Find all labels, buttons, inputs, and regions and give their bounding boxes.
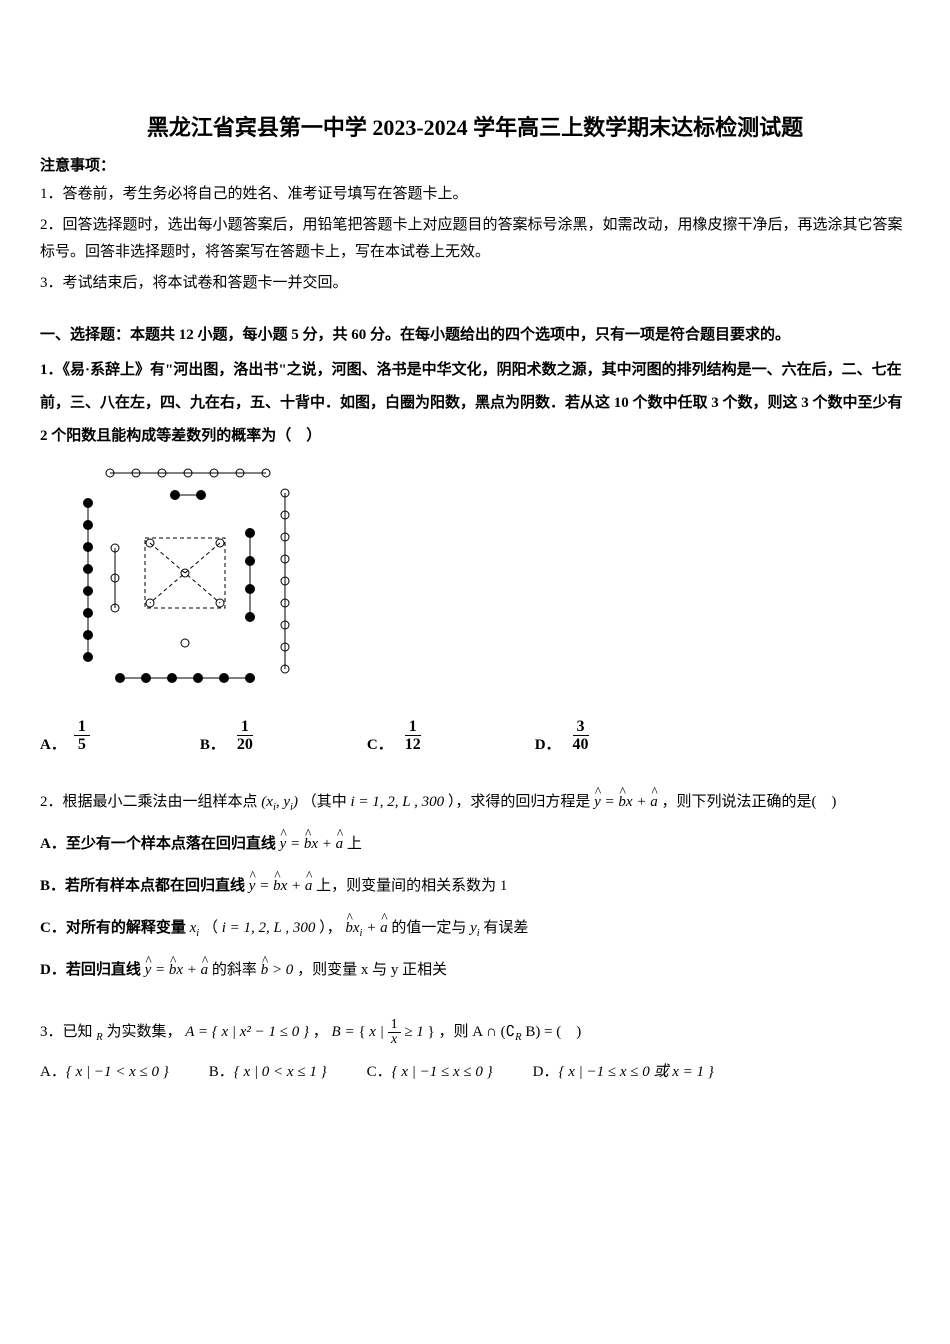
q1-option-d: D． 340 (535, 718, 593, 754)
instruction-3: 3．考试结束后，将本试卷和答题卡一并交回。 (40, 270, 910, 297)
q3-aset: A = { x | x² − 1 ≤ 0 } (185, 1024, 309, 1040)
q3-c-text: { x | −1 ≤ x ≤ 0 } (392, 1056, 493, 1089)
notice-label: 注意事项： (40, 154, 910, 175)
q2-mid1: （其中 (302, 794, 347, 810)
q3-option-d: D． { x | −1 ≤ x ≤ 0 或 x = 1 } (533, 1056, 714, 1089)
q3-pre: 3．已知 (40, 1024, 93, 1040)
q1-options: A． 15 B． 120 C． 112 D． 340 (40, 718, 910, 754)
q3-d-text: { x | −1 ≤ x ≤ 0 或 x = 1 } (558, 1056, 713, 1089)
q3-option-b: B． { x | 0 < x ≤ 1 } (209, 1056, 327, 1089)
instruction-2: 2．回答选择题时，选出每小题答案后，用铅笔把答题卡上对应题目的答案标号涂黑，如需… (40, 212, 910, 266)
q2-mid2: ），求得的回归方程是 (448, 794, 591, 810)
q3-a-label: A． (40, 1056, 66, 1089)
q1-opt-a-den: 5 (74, 736, 90, 754)
q1-opt-b-den: 20 (233, 736, 257, 754)
question-1-text: 1．《易·系辞上》有"河出图，洛出书"之说，河图、洛书是中华文化，阴阳术数之源，… (40, 354, 910, 453)
q2-c-mid: （ (203, 920, 218, 936)
q2-d-mid: 的斜率 (212, 962, 257, 978)
q2-c-post: 的值一定与 (391, 920, 466, 936)
q3-options: A． { x | −1 < x ≤ 0 } B． { x | 0 < x ≤ 1… (40, 1056, 910, 1089)
q3-bcond: ≥ 1 (404, 1024, 423, 1040)
q3-b-label: B． (209, 1056, 234, 1089)
q3-then: ，则 A ∩ (∁ (439, 1024, 516, 1040)
section-1-heading: 一、选择题：本题共 12 小题，每小题 5 分，共 60 分。在每小题给出的四个… (40, 321, 910, 350)
q3-c1: ， (313, 1024, 328, 1040)
q1-opt-d-num: 3 (573, 718, 589, 737)
q3-b-text: { x | 0 < x ≤ 1 } (234, 1056, 327, 1089)
q2-d-pre: D．若回归直线 (40, 962, 141, 978)
q2-b-post: 上，则变量间的相关系数为 1 (316, 878, 507, 894)
q1-opt-c-label: C． (367, 733, 393, 754)
q1-opt-a-label: A． (40, 733, 66, 754)
q1-opt-a-num: 1 (74, 718, 90, 737)
q3-close: B) = ( ) (522, 1024, 582, 1040)
q1-option-b: B． 120 (200, 718, 257, 754)
q2-stem-pre: 2．根据最小二乘法由一组样本点 (40, 794, 258, 810)
q1-opt-b-label: B． (200, 733, 225, 754)
q2-c-pre: C．对所有的解释变量 (40, 920, 186, 936)
q1-opt-d-den: 40 (569, 736, 593, 754)
q2-a-post: 上 (347, 836, 362, 852)
q2-c-range: i = 1, 2, L , 300 (222, 920, 316, 936)
q3-option-a: A． { x | −1 < x ≤ 0 } (40, 1056, 169, 1089)
q3-d-label: D． (533, 1056, 559, 1089)
exam-title: 黑龙江省宾县第一中学 2023-2024 学年高三上数学期末达标检测试题 (40, 110, 910, 142)
q2-post: ，则下列说法正确的是( ) (661, 794, 836, 810)
q3-r: 为实数集， (106, 1024, 181, 1040)
question-2: 2．根据最小二乘法由一组样本点 (xi, yi) （其中 i = 1, 2, L… (40, 784, 910, 988)
q3-c-label: C． (367, 1056, 392, 1089)
q2-range: i = 1, 2, L , 300 (350, 794, 444, 810)
q3-a-text: { x | −1 < x ≤ 0 } (66, 1056, 169, 1089)
q1-diagram (70, 463, 910, 708)
q1-opt-b-num: 1 (237, 718, 253, 737)
q1-option-a: A． 15 (40, 718, 90, 754)
q2-a-pre: A．至少有一个样本点落在回归直线 (40, 836, 276, 852)
q2-b-pre: B．若所有样本点都在回归直线 (40, 878, 245, 894)
question-3: 3．已知 R 为实数集， A = { x | x² − 1 ≤ 0 } ， B … (40, 1014, 910, 1089)
q3-option-c: C． { x | −1 ≤ x ≤ 0 } (367, 1056, 493, 1089)
q2-d-post: ，则变量 x 与 y 正相关 (297, 962, 447, 978)
q3-bpre: B = (332, 1024, 359, 1040)
q1-opt-c-num: 1 (405, 718, 421, 737)
q2-c-mid2: ）， (319, 920, 342, 936)
q1-opt-d-label: D． (535, 733, 561, 754)
instruction-1: 1．答卷前，考生务必将自己的姓名、准考证号填写在答题卡上。 (40, 181, 910, 208)
q2-c-end: 有误差 (483, 920, 528, 936)
q1-option-c: C． 112 (367, 718, 425, 754)
q1-opt-c-den: 12 (401, 736, 425, 754)
